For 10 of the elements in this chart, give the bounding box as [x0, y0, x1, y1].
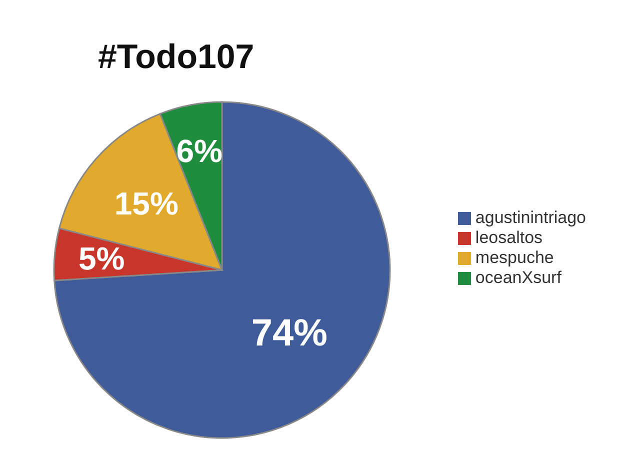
- pie-slice: [54, 101, 391, 439]
- data-label: 6%: [176, 133, 222, 170]
- chart-title: #Todo107: [98, 38, 254, 77]
- data-label: 74%: [251, 312, 328, 354]
- data-label: 5%: [78, 240, 125, 277]
- legend-label: oceanXsurf: [475, 268, 562, 287]
- legend-label: agustinintriago: [475, 208, 586, 227]
- legend-label: leosaltos: [475, 228, 543, 247]
- data-label: 15%: [114, 185, 178, 222]
- legend-label: mespuche: [475, 248, 554, 267]
